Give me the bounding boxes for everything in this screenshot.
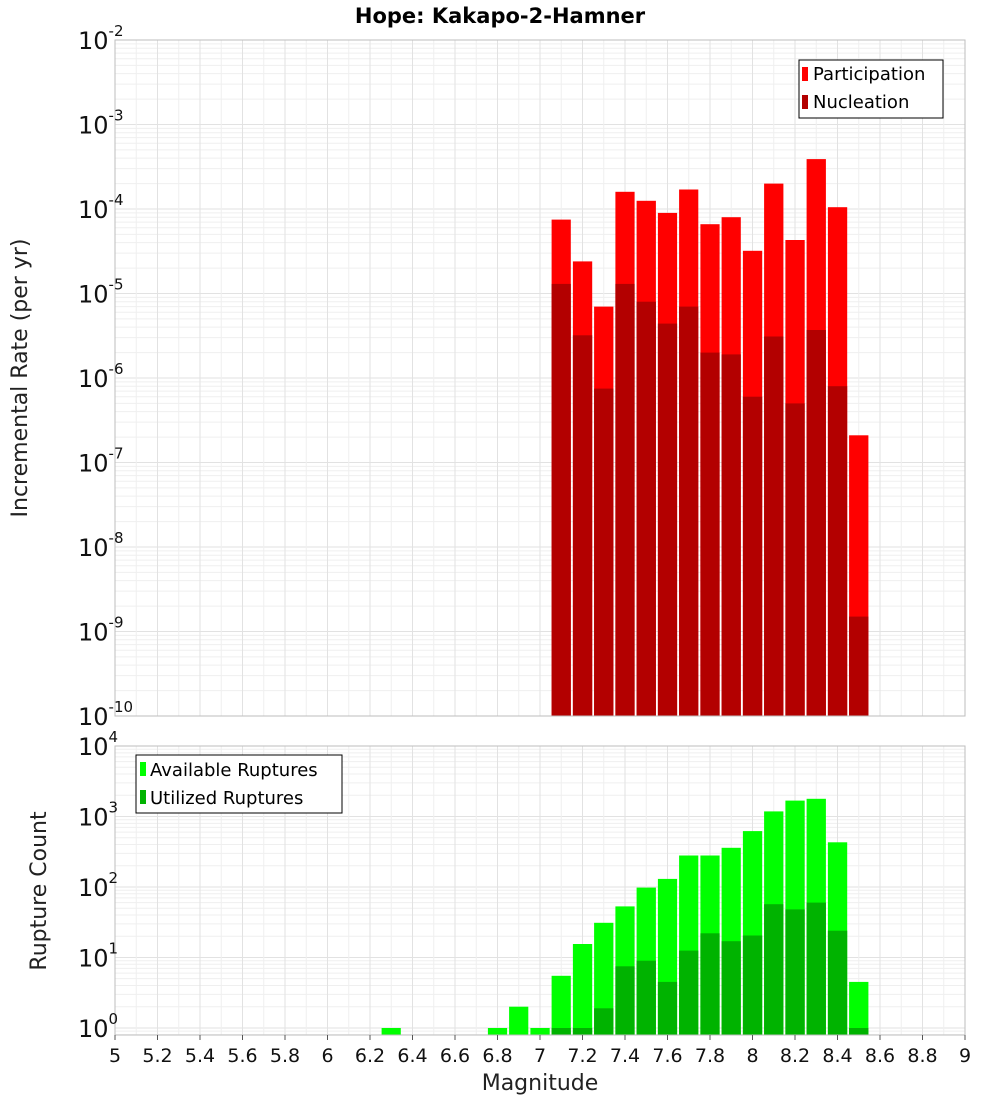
x-tick-label: 5.2	[142, 1045, 172, 1067]
x-tick-label: 6.2	[355, 1045, 385, 1067]
bar-nucleation-7.7	[679, 306, 699, 716]
x-tick-label: 6	[321, 1045, 333, 1067]
available-legend-label: Available Ruptures	[150, 760, 318, 781]
bar-nucleation-8.3	[806, 330, 826, 716]
y-tick-label: 10-8	[78, 529, 124, 562]
bar-utilized-ruptures-7.5	[636, 960, 656, 1035]
rate-plot-bars	[551, 159, 869, 717]
x-tick-label: 8	[746, 1045, 758, 1067]
utilized-legend-label: Utilized Ruptures	[150, 788, 303, 809]
utilized-swatch	[140, 790, 146, 804]
x-tick-label: 8.4	[822, 1045, 852, 1067]
bar-nucleation-8.5	[849, 616, 869, 716]
bar-utilized-ruptures-7.9	[721, 941, 741, 1035]
chart-title: Hope: Kakapo-2-Hamner	[355, 4, 646, 28]
bar-available-ruptures-7.2	[572, 944, 593, 1035]
count-plot-bars	[381, 798, 869, 1035]
bar-nucleation-7.5	[636, 301, 656, 716]
x-tick-label: 6.8	[482, 1045, 512, 1067]
x-tick-label: 7	[534, 1045, 546, 1067]
bar-utilized-ruptures-8.4	[827, 930, 848, 1035]
rate-legend-box	[798, 59, 944, 119]
bar-utilized-ruptures-8.2	[785, 909, 805, 1035]
y-tick-label: 104	[78, 728, 118, 761]
x-tick-label: 5	[109, 1045, 121, 1067]
y-tick-label: 100	[78, 1010, 118, 1043]
y-tick-label: 10-5	[78, 276, 124, 309]
x-tick-label: 8.6	[865, 1045, 895, 1067]
y-tick-label: 102	[78, 869, 118, 902]
bar-utilized-ruptures-7.7	[679, 950, 699, 1035]
y-tick-label: 10-7	[78, 445, 124, 478]
count-legend-box	[135, 754, 343, 814]
y-tick-label: 103	[78, 798, 118, 831]
bar-nucleation-8	[742, 396, 763, 716]
bar-nucleation-8.4	[827, 386, 848, 716]
x-tick-label: 7.2	[567, 1045, 597, 1067]
bar-available-ruptures-6.9	[509, 1006, 529, 1035]
x-tick-label: 9	[959, 1045, 971, 1067]
bar-available-ruptures-7	[530, 1028, 550, 1035]
nucleation-swatch	[802, 95, 808, 109]
x-tick-label: 8.8	[907, 1045, 937, 1067]
rate-plot-y-ticks: 10-10 10-9 10-8 10-7 10-6 10-5 10-4 10-3 10-2	[78, 22, 133, 731]
bar-nucleation-7.2	[572, 335, 593, 716]
x-tick-label: 7.4	[610, 1045, 640, 1067]
bar-nucleation-7.8	[700, 352, 720, 716]
x-tick-label: 5.8	[270, 1045, 300, 1067]
bar-utilized-ruptures-7.1	[551, 1028, 571, 1035]
count-legend: Available Ruptures Utilized Ruptures	[135, 754, 343, 814]
x-tick-label: 8.2	[780, 1045, 810, 1067]
bar-utilized-ruptures-7.3	[594, 1008, 614, 1035]
bar-utilized-ruptures-8.1	[764, 904, 784, 1035]
bar-available-ruptures-6.8	[487, 1028, 508, 1035]
x-tick-label: 5.4	[185, 1045, 215, 1067]
y-tick-label: 10-2	[78, 22, 124, 55]
x-tick-label: 5.6	[227, 1045, 257, 1067]
participation-swatch	[802, 67, 808, 81]
magnitude-x-ticks: 5 5.2 5.4 5.6 5.8 6 6.2 6.4 6.6 6.8 7 7.2 7.4 7.6 7.8 8…	[109, 1035, 971, 1067]
bar-utilized-ruptures-7.6	[657, 981, 678, 1035]
x-tick-label: 7.8	[695, 1045, 725, 1067]
y-tick-label: 10-10	[78, 698, 133, 731]
bar-utilized-ruptures-8	[742, 935, 763, 1035]
rate-plot-frame	[114, 39, 966, 717]
bar-available-ruptures-7.1	[551, 975, 571, 1035]
bar-utilized-ruptures-7.8	[700, 933, 720, 1035]
count-y-axis-label: Rupture Count	[27, 811, 52, 971]
available-swatch	[140, 762, 146, 776]
y-tick-label: 10-6	[78, 360, 124, 393]
bar-nucleation-7.4	[615, 283, 635, 716]
bar-nucleation-7.6	[657, 323, 678, 716]
x-tick-label: 6.4	[397, 1045, 427, 1067]
bar-nucleation-8.1	[764, 336, 784, 716]
nucleation-legend-label: Nucleation	[813, 92, 909, 113]
bar-available-ruptures-6.3	[381, 1028, 401, 1035]
bar-nucleation-7.3	[594, 388, 614, 716]
rate-legend: Participation Nucleation	[798, 59, 944, 119]
bar-nucleation-7.1	[551, 283, 571, 716]
y-tick-label: 10-4	[78, 191, 124, 224]
bar-nucleation-7.9	[721, 354, 741, 716]
bar-available-ruptures-8.5	[849, 981, 869, 1035]
bar-utilized-ruptures-8.3	[806, 902, 826, 1035]
bar-utilized-ruptures-7.2	[572, 1028, 593, 1035]
x-tick-label: 7.6	[652, 1045, 682, 1067]
x-tick-label: 6.6	[440, 1045, 470, 1067]
bar-available-ruptures-7.3	[594, 922, 614, 1035]
bar-utilized-ruptures-7.4	[615, 966, 635, 1035]
y-tick-label: 10-3	[78, 107, 124, 140]
y-tick-label: 10-9	[78, 614, 124, 647]
bar-nucleation-8.2	[785, 403, 805, 716]
bar-utilized-ruptures-8.5	[849, 1028, 869, 1035]
count-plot-y-ticks: 100 101 102 103 104	[78, 728, 118, 1043]
x-axis-label: Magnitude	[482, 1071, 599, 1096]
rate-y-axis-label: Incremental Rate (per yr)	[8, 239, 33, 518]
y-tick-label: 101	[78, 939, 118, 972]
participation-legend-label: Participation	[813, 64, 925, 85]
